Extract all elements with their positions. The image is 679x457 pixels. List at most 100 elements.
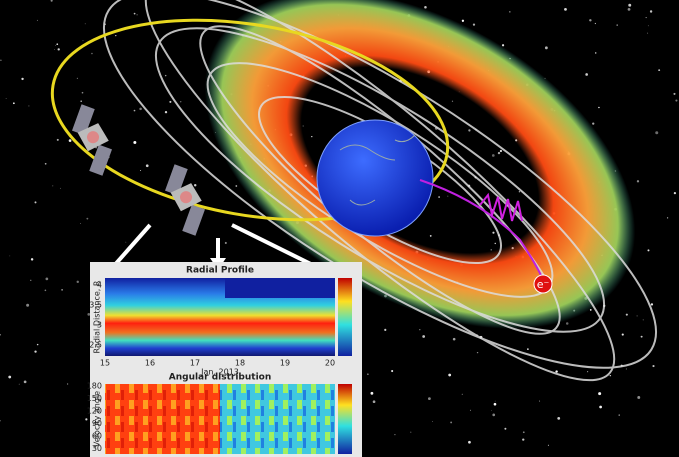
star	[9, 255, 11, 257]
star	[493, 402, 497, 406]
star	[384, 328, 387, 331]
star	[26, 303, 30, 307]
panel-title: Radial Profile	[186, 266, 254, 276]
star	[452, 337, 456, 341]
star	[564, 7, 567, 11]
star	[565, 322, 569, 325]
star	[84, 23, 86, 25]
star	[675, 99, 678, 102]
x-tick-label: 18	[235, 359, 245, 368]
star	[585, 73, 588, 76]
star	[501, 44, 505, 47]
orbit	[50, 18, 450, 222]
x-axis-label: Jan. 2013	[200, 368, 239, 377]
star	[370, 391, 374, 395]
star	[55, 45, 56, 46]
x-tick-label: 16	[145, 359, 155, 368]
star	[492, 413, 496, 417]
star	[589, 19, 592, 22]
electron-label: e⁻	[537, 278, 550, 291]
star	[394, 433, 396, 436]
electron-path	[419, 179, 546, 286]
star	[461, 393, 463, 395]
star	[595, 52, 597, 54]
star	[139, 107, 142, 111]
star	[637, 396, 641, 399]
star	[424, 6, 427, 9]
star	[652, 364, 655, 368]
star	[625, 368, 627, 370]
star	[145, 164, 149, 168]
star	[50, 0, 53, 2]
star	[636, 315, 638, 317]
star	[673, 192, 677, 195]
star	[594, 22, 596, 25]
electron	[533, 274, 553, 294]
star	[587, 371, 589, 373]
star	[625, 313, 628, 316]
star	[628, 3, 632, 7]
star	[522, 431, 525, 434]
colorbar	[338, 278, 352, 356]
star	[5, 98, 7, 99]
star	[34, 201, 37, 204]
star	[647, 25, 649, 27]
star	[432, 421, 433, 422]
star	[599, 405, 602, 409]
star	[76, 77, 78, 79]
star	[547, 444, 549, 446]
star	[52, 185, 54, 187]
colorbar	[338, 384, 352, 454]
star	[555, 370, 558, 373]
star	[23, 380, 27, 384]
star	[68, 139, 72, 142]
star	[56, 43, 59, 45]
star	[621, 333, 624, 336]
star	[469, 409, 471, 411]
star	[66, 383, 69, 385]
star	[448, 373, 452, 377]
star	[658, 69, 661, 72]
star	[80, 100, 82, 103]
star	[504, 427, 507, 430]
satellite	[165, 164, 205, 236]
star	[194, 183, 197, 187]
star	[642, 319, 644, 321]
star	[491, 410, 492, 411]
star	[224, 241, 227, 245]
star	[649, 10, 653, 13]
star	[468, 440, 471, 444]
star	[557, 416, 561, 420]
star	[372, 400, 376, 404]
y-tick-label: 3.5	[89, 301, 102, 310]
star	[115, 35, 117, 37]
star	[133, 140, 137, 144]
star	[410, 431, 412, 433]
star	[527, 348, 529, 350]
star	[82, 40, 84, 42]
star	[8, 375, 12, 379]
star	[391, 369, 394, 373]
star	[0, 420, 1, 422]
star	[0, 59, 2, 62]
electron-wave	[479, 192, 523, 222]
y-tick-label: 60	[92, 432, 102, 441]
star	[476, 351, 479, 354]
star	[76, 280, 79, 284]
star	[539, 400, 541, 402]
star	[80, 223, 81, 224]
star	[44, 162, 47, 165]
star	[133, 12, 136, 15]
y-tick-label: 2.5	[89, 341, 102, 350]
star	[494, 400, 496, 402]
heatmap	[105, 384, 220, 454]
star	[133, 109, 136, 112]
star	[59, 187, 61, 189]
y-tick-label: 180	[87, 382, 102, 391]
star	[367, 373, 369, 376]
x-tick-label: 19	[280, 359, 290, 368]
star	[30, 258, 34, 261]
star	[450, 421, 453, 424]
star	[673, 92, 676, 95]
